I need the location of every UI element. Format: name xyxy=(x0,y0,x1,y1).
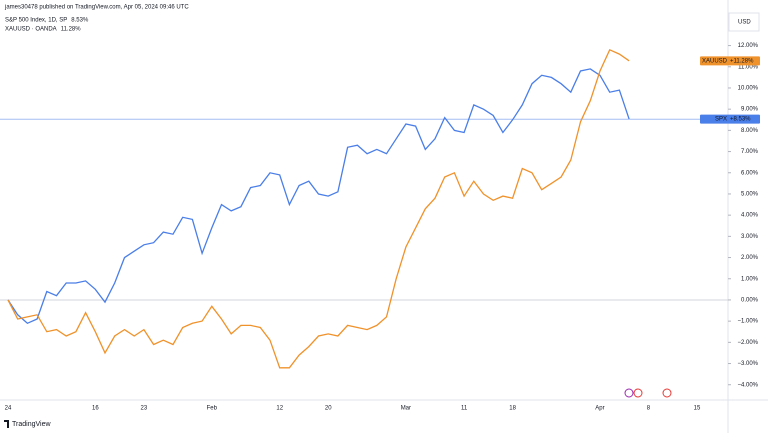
badge-ticker: XAUUSD xyxy=(702,58,728,64)
y-tick-label: 9.00% xyxy=(741,107,759,113)
logo: TradingView xyxy=(12,421,51,428)
badge-ticker: SPX xyxy=(715,117,727,123)
y-tick-label: 5.00% xyxy=(741,192,759,198)
y-tick-label: 1.00% xyxy=(741,276,759,282)
x-tick-label: 18 xyxy=(509,406,516,412)
y-tick-label: 11.00% xyxy=(738,64,759,70)
x-tick-label: 15 xyxy=(694,406,701,412)
y-tick-label: −1.00% xyxy=(737,319,758,325)
y-tick-label: −4.00% xyxy=(737,382,758,388)
publisher: james30478 published on TradingView.com,… xyxy=(4,5,189,11)
badge-bg xyxy=(700,114,760,124)
x-tick-label: Apr xyxy=(595,406,604,412)
y-tick-label: 3.00% xyxy=(741,234,759,240)
x-tick-label: 11 xyxy=(461,406,468,412)
series-line xyxy=(7,48,630,369)
y-tick-label: 4.00% xyxy=(741,213,759,219)
price-badge: XAUUSD +11.28% xyxy=(700,56,760,66)
currency-box xyxy=(728,12,760,32)
logo-icon xyxy=(4,420,9,428)
y-tick-label: 2.00% xyxy=(741,255,759,261)
event-icons xyxy=(624,388,672,398)
legend-name: S&P 500 Index, 1D, SP xyxy=(5,18,67,24)
x-tick-label: Feb xyxy=(207,406,218,412)
legend-value: 8.53% xyxy=(71,18,89,24)
price-badge: SPX +8.53% xyxy=(700,114,760,124)
badge-value: +8.53% xyxy=(730,117,751,123)
x-tick-label: 12 xyxy=(276,406,283,412)
x-tick-label: 20 xyxy=(325,406,332,412)
x-tick-label: 8 xyxy=(647,406,651,412)
x-tick-label: 23 xyxy=(141,406,148,412)
legend-name: XAUUSD · OANDA xyxy=(5,27,57,33)
legend-value: 11.28% xyxy=(61,27,82,33)
series-line xyxy=(7,68,630,325)
x-tick-label: Mar xyxy=(401,406,411,412)
y-tick-label: 10.00% xyxy=(738,86,759,92)
y-tick-label: −3.00% xyxy=(737,361,758,367)
y-tick-label: 12.00% xyxy=(738,43,759,49)
y-tick-label: 6.00% xyxy=(741,170,759,176)
y-tick-label: 7.00% xyxy=(741,149,759,155)
x-tick-label: 24 xyxy=(5,406,12,412)
y-tick-label: 8.00% xyxy=(741,128,759,134)
y-tick-label: 0.00% xyxy=(741,298,759,304)
badge-bg xyxy=(700,56,760,66)
badge-value: +11.28% xyxy=(730,58,754,64)
y-tick-label: −2.00% xyxy=(737,340,758,346)
currency: USD xyxy=(738,20,751,26)
x-tick-label: 16 xyxy=(92,406,99,412)
